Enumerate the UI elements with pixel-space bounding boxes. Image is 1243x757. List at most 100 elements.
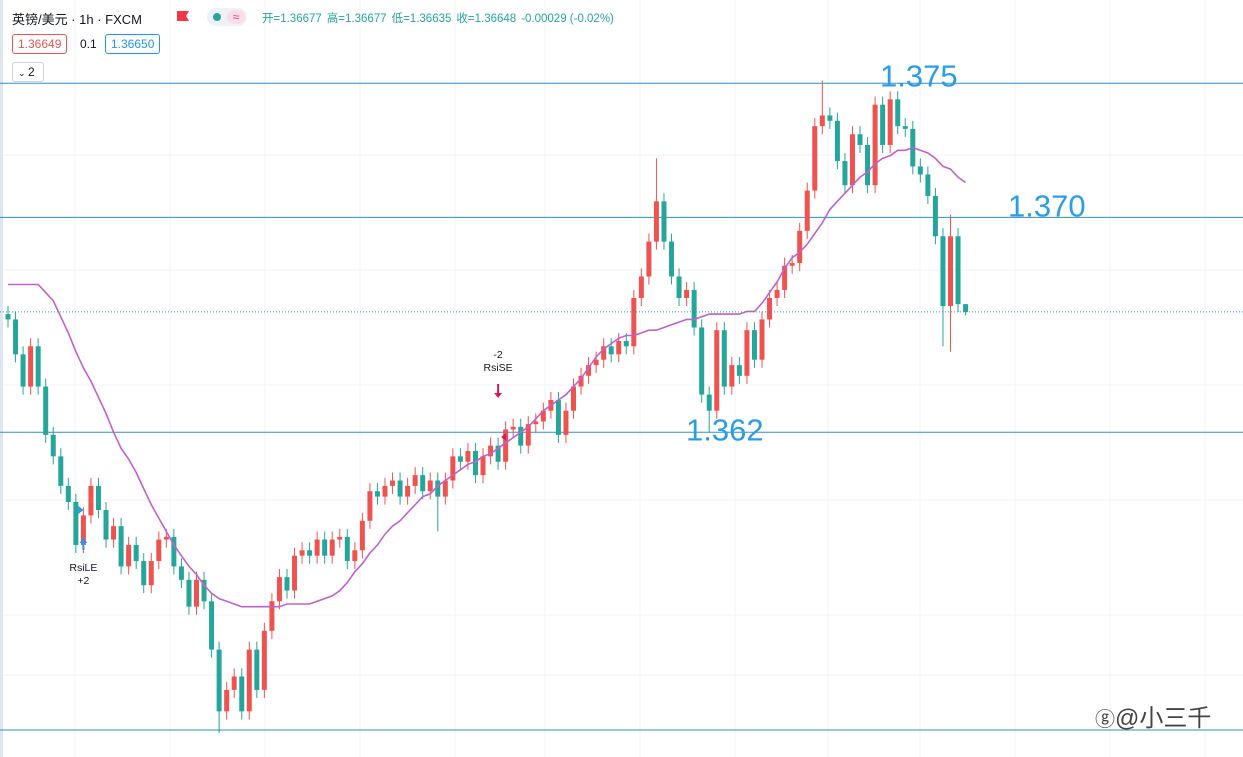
candle-body (359, 520, 365, 551)
signal-qty: -2 (493, 349, 502, 361)
candle-body (95, 485, 101, 511)
candle-body (329, 539, 335, 556)
candle-body (374, 491, 380, 497)
flag-icon[interactable] (174, 9, 192, 25)
signal-arrow (79, 538, 88, 550)
candle-body (586, 365, 592, 376)
candle-body (43, 386, 49, 435)
candle-body (797, 230, 803, 264)
candle-body (420, 475, 426, 492)
candle-body (209, 601, 215, 650)
candle-body (744, 330, 750, 376)
candle-body (73, 501, 79, 545)
candle-body (593, 359, 599, 366)
candle-body (533, 421, 539, 425)
candle-body (751, 330, 757, 360)
candle-body (955, 236, 961, 305)
candle-body (887, 99, 893, 145)
candle-body (563, 410, 569, 435)
candle-body (925, 174, 931, 196)
level-label: 1.362 (686, 412, 764, 447)
candle-body (171, 536, 177, 567)
watermark: ⓖ@小三千 (1095, 705, 1212, 732)
candle-body (842, 161, 848, 186)
toggle-icons[interactable]: ≈ (206, 7, 248, 27)
candle-body (608, 346, 614, 355)
symbol[interactable]: 英镑/美元 · 1h · FXCM (12, 12, 143, 27)
candle-body (103, 510, 109, 540)
candle-body (390, 480, 396, 486)
candle-body (224, 689, 230, 712)
candle-body (178, 566, 184, 580)
candle-body (352, 550, 358, 562)
candle-body (58, 456, 64, 486)
candle-body (495, 445, 501, 462)
candle-body (442, 480, 448, 497)
candle-body (631, 297, 637, 347)
candle-body (322, 539, 328, 556)
candle-body (729, 365, 735, 387)
candle-body (721, 330, 727, 387)
candle-body (141, 561, 147, 586)
ohlc-value: 开=1.36677 (262, 13, 322, 25)
candle-body (948, 236, 953, 307)
candle-body (691, 289, 697, 328)
candle-body (50, 434, 56, 457)
bid-box[interactable]: 1.36649 (12, 34, 68, 54)
candle-body (827, 115, 833, 121)
candle-body (578, 375, 584, 387)
candle-body (684, 289, 690, 298)
candle-body (902, 126, 908, 129)
indicator-count: 2 (28, 65, 35, 79)
indicator-toggle[interactable]: ⌄ 2 (12, 62, 44, 82)
candle-body (646, 241, 652, 277)
watermark-text: @小三千 (1115, 705, 1212, 732)
candle-body (163, 536, 169, 540)
candle-body (337, 536, 343, 540)
candle-body (254, 649, 260, 690)
candle-body (382, 485, 388, 497)
candle-body (65, 485, 71, 502)
candle-body (917, 166, 923, 175)
candle-body (963, 304, 969, 312)
candle-body (186, 579, 192, 607)
candle-body (405, 485, 411, 497)
candle-body (13, 319, 19, 355)
candle-body (450, 456, 456, 481)
candle-body (571, 386, 576, 411)
candle-body (427, 480, 433, 492)
ask-box[interactable]: 1.36650 (105, 34, 161, 54)
candle-body (774, 289, 780, 298)
candle-body (653, 201, 659, 242)
candle-body (834, 120, 840, 162)
candle-body (880, 104, 886, 145)
candle-body (239, 676, 245, 712)
candle-body (782, 265, 788, 290)
candle-body (5, 314, 11, 320)
signal-marker (78, 506, 84, 514)
svg-text:≈: ≈ (233, 10, 240, 24)
candle-body (307, 550, 313, 556)
candle-body (736, 365, 742, 376)
candle-body (540, 410, 546, 422)
candle-body (194, 579, 199, 607)
moving-average (8, 146, 967, 608)
candle-body (488, 445, 494, 457)
candle-body (269, 601, 275, 631)
candle-body (88, 485, 94, 516)
candle-body (457, 456, 463, 462)
candle-body (435, 480, 441, 497)
ohlc-legend: 开=1.36677 高=1.36677 低=1.36635 收=1.36648 -0.0… (262, 10, 619, 26)
candle-body (819, 115, 825, 127)
candle-body (246, 649, 252, 712)
candle-body (28, 346, 34, 387)
candle-body (216, 649, 222, 712)
candle-body (148, 561, 154, 586)
candle-body (676, 276, 682, 298)
candle-body (472, 450, 478, 476)
candle-body (638, 276, 644, 298)
candle-body (126, 544, 132, 567)
candle-body (601, 346, 607, 360)
candle-body (555, 399, 561, 435)
candle-body (20, 354, 26, 387)
